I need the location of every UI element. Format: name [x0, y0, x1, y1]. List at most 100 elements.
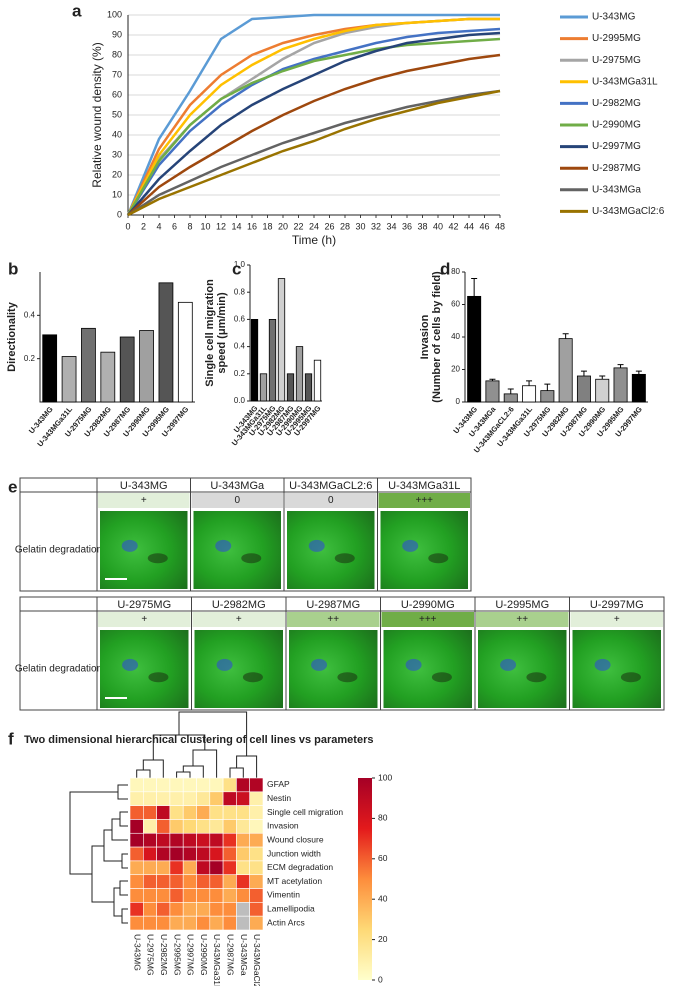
micrograph-detail [431, 672, 452, 683]
heatmap-cell [143, 791, 157, 806]
bar [313, 359, 322, 402]
heatmap-cell [249, 888, 264, 903]
chart-title: Two dimensional hierarchical clustering … [24, 734, 373, 746]
micrograph-detail [500, 658, 517, 671]
row-dendrogram [69, 784, 128, 924]
heatmap-cell [222, 888, 237, 903]
micrograph-detail [337, 672, 358, 683]
heatmap-cell [169, 888, 184, 903]
heatmap-cell [169, 874, 184, 889]
heatmap-cell [182, 832, 197, 848]
score: + [614, 614, 620, 625]
series-line [127, 89, 501, 217]
y-tick-label: 10 [112, 189, 122, 199]
heatmap-cell [222, 819, 237, 834]
row-label: Nestin [267, 793, 291, 803]
heatmap-cell [209, 902, 224, 917]
heatmap-cell [143, 846, 157, 862]
cell-line-name: U-343MG [120, 480, 168, 492]
y-axis-label: Directionality [6, 301, 18, 372]
heatmap-cell [209, 888, 224, 903]
heatmap-cell [143, 874, 157, 889]
error-bar [507, 388, 514, 394]
y-tick-label: 100 [107, 9, 122, 19]
panel-letter: a [72, 1, 82, 20]
micrograph-detail [526, 672, 547, 683]
heatmap-cell [249, 832, 264, 848]
x-tick-label: 34 [386, 221, 396, 231]
bar [503, 393, 518, 403]
heatmap-cell [156, 846, 171, 862]
row-label: ECM degradation [267, 862, 333, 872]
x-tick-label: 4 [156, 221, 161, 231]
heatmap-cell [169, 791, 184, 806]
heatmap-cell [249, 791, 264, 806]
heatmap-cell [196, 846, 211, 862]
bar [631, 373, 646, 403]
legend-label: U-2995MG [592, 33, 641, 44]
x-tick-label: 12 [216, 221, 226, 231]
heatmap-cell [222, 832, 237, 848]
table-frame [19, 477, 472, 592]
series-line [127, 89, 501, 217]
heatmap-cell [182, 902, 197, 917]
row-label: Gelatin degradation [15, 545, 102, 556]
bar [81, 327, 96, 403]
micrograph-detail [594, 658, 611, 671]
heatmap-cell [143, 832, 157, 848]
heatmap-cell [129, 874, 144, 889]
heatmap-cell [156, 874, 171, 889]
x-tick-label: 38 [417, 221, 427, 231]
micrograph [100, 511, 188, 589]
y-tick-label: 80 [112, 49, 122, 59]
bar [613, 367, 628, 403]
bar [467, 295, 482, 403]
micrograph-detail [308, 539, 325, 552]
heatmap-cell [156, 915, 171, 931]
series-line [126, 27, 501, 216]
panel-letter: e [8, 477, 17, 496]
heatmap-cell [222, 846, 237, 862]
score-cell [570, 612, 663, 627]
heatmap-cell [169, 846, 184, 862]
x-tick-label: 28 [340, 221, 350, 231]
series-line [126, 37, 501, 216]
heatmap-cell [169, 915, 184, 931]
colorbar-tick-label: 40 [378, 893, 388, 903]
cell-line-name: U-2982MG [212, 599, 266, 611]
heatmap-cell [222, 915, 237, 931]
legend-label: U-2982MG [592, 98, 641, 109]
legend-label: U-2997MG [592, 141, 641, 152]
micrograph [380, 511, 468, 589]
cell-line-name: U-2987MG [306, 599, 360, 611]
y-tick-label: 0 [456, 397, 461, 406]
panel-letter: b [8, 259, 18, 278]
column-label: U-2987MG [226, 934, 236, 976]
heatmap-cell [196, 915, 211, 931]
heatmap-cell [236, 874, 250, 889]
row-label: Lamellipodia [267, 904, 315, 914]
bar [42, 334, 58, 403]
y-tick-label: 20 [112, 169, 122, 179]
heatmap-cell [196, 791, 211, 806]
cell-line-name: U-343MGa31L [388, 480, 460, 492]
error-bar [635, 370, 642, 375]
heatmap-cell [182, 888, 197, 903]
score-cell [285, 493, 377, 508]
micrograph [572, 630, 661, 708]
y-axis-label: speed (μm/min) [216, 292, 228, 374]
column-label: U-343MGa [239, 934, 249, 976]
heatmap-cell [182, 915, 197, 931]
x-tick-label: 22 [293, 221, 303, 231]
micrograph [289, 630, 378, 708]
row-label: MT acetylation [267, 876, 322, 886]
heatmap-cell [169, 777, 184, 793]
score: + [236, 614, 242, 625]
heatmap-cell [196, 805, 211, 820]
heatmap-cell [182, 819, 197, 834]
bar [576, 375, 591, 403]
heatmap-cell [249, 902, 264, 917]
micrograph [478, 630, 567, 708]
error-bar [580, 370, 587, 376]
cell-line-name: U-2975MG [117, 599, 171, 611]
